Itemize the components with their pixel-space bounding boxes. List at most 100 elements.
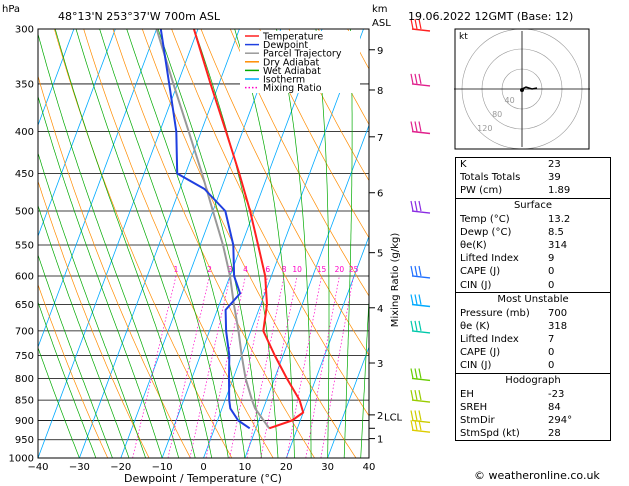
wind-barb-flag — [418, 200, 422, 212]
km-tick-label: 7 — [377, 133, 383, 144]
index-value: 1.89 — [548, 185, 571, 197]
index-label: Totals Totals — [460, 172, 521, 184]
km-tick-label: 3 — [377, 359, 383, 370]
surface-label: CAPE (J) — [460, 266, 501, 278]
unstable-row: Lifted Index 7 — [456, 333, 610, 346]
pressure-tick-label: 500 — [15, 207, 34, 218]
wind-barb-flag — [418, 420, 422, 431]
temperature-tick-label: 40 — [363, 462, 376, 473]
mixing-ratio-line — [189, 275, 231, 458]
wet-adiabat-line — [38, 32, 180, 458]
mixing-ratio-label: 1 — [174, 265, 179, 274]
km-label: km — [372, 4, 388, 15]
surface-row: Temp (°C) 13.2 — [456, 213, 610, 226]
dry-adiabat-line — [171, 29, 369, 417]
surface-label: Lifted Index — [460, 253, 519, 265]
temperature-tick-label: −20 — [110, 462, 131, 473]
hodograph-frame — [454, 28, 590, 150]
y-unit-label: hPa — [2, 4, 20, 15]
unstable-row: Pressure (mb) 700 — [456, 307, 610, 320]
km-tick-label: 9 — [377, 46, 383, 57]
background-lines — [38, 29, 369, 458]
indices-panel: K 23 Totals Totals 39 PW (cm) 1.89 Surface Te… — [455, 157, 611, 442]
isotherm-line — [38, 29, 116, 238]
unstable-row: θe (K) 318 — [456, 320, 610, 333]
wind-barb-flag — [418, 73, 422, 85]
unstable-value: 318 — [548, 320, 568, 332]
wind-barb-shaft — [411, 28, 431, 32]
wind-barb-shaft — [411, 330, 431, 334]
pressure-tick-label: 650 — [15, 300, 34, 311]
dry-adiabat-line — [38, 283, 109, 458]
wind-barb-flag — [414, 368, 418, 379]
unstable-label: Lifted Index — [460, 334, 519, 346]
km-tick-label: 4 — [377, 304, 383, 315]
wind-barb-flag — [418, 121, 422, 132]
indices-surface: Surface Temp (°C) 13.2 Dewp (°C) 8.5 θe(K) 31… — [455, 198, 611, 293]
unstable-value: 0 — [548, 360, 555, 372]
wind-barb-flag — [414, 410, 418, 421]
index-row: Totals Totals 39 — [456, 171, 610, 184]
wind-barb-flag — [418, 410, 422, 421]
plot-frame — [37, 28, 370, 459]
wind-barb-flag — [414, 420, 418, 431]
wind-barb-flag — [410, 294, 414, 305]
isotherm-line — [38, 29, 75, 127]
x-axis-label: Dewpoint / Temperature (°C) — [124, 472, 282, 485]
index-value: 23 — [548, 159, 561, 170]
mixing-ratio-line — [305, 275, 340, 458]
wet-adiabat-line — [75, 29, 213, 458]
surface-title: Surface — [513, 199, 553, 211]
index-value: 39 — [548, 172, 561, 184]
wet-adiabat-line — [38, 204, 130, 458]
km-tick-label: 2 — [377, 411, 383, 422]
unstable-label: θe (K) — [460, 320, 490, 332]
mixing-ratio-line — [246, 275, 285, 458]
surface-label: Dewp (°C) — [460, 226, 512, 238]
axes: 3003504004505005506006507007508008509009… — [9, 25, 403, 474]
unstable-label: Pressure (mb) — [460, 307, 530, 319]
hodograph-title: Hodograph — [505, 374, 561, 386]
dry-adiabat-line — [229, 29, 369, 297]
index-row: K 23 — [456, 158, 610, 171]
hodograph-unit: kt — [459, 32, 468, 42]
hodograph-label: SREH — [460, 401, 488, 413]
mixing-ratio-label: 3 — [228, 265, 233, 274]
surface-value: 0 — [548, 279, 555, 291]
wind-barb-flag — [410, 389, 414, 401]
hodograph-value: 294° — [548, 415, 573, 426]
surface-label: CIN (J) — [460, 279, 492, 291]
hodograph-label: StmSpd (kt) — [460, 428, 520, 440]
legend-label: Wet Adiabat — [263, 66, 321, 77]
location-title: 48°13'N 253°37'W 700m ASL — [58, 10, 221, 23]
hodograph-row: StmDir 294° — [456, 414, 610, 427]
hodograph-trace — [521, 86, 538, 90]
mixing-ratio-label: 4 — [243, 265, 248, 274]
unstable-value: 700 — [548, 307, 568, 319]
hodograph-row: EH -23 — [456, 388, 610, 401]
pressure-tick-label: 450 — [15, 169, 34, 180]
isotherm-line — [79, 29, 240, 458]
unstable-row: CIN (J) 0 — [456, 359, 610, 372]
surface-label: θe(K) — [460, 239, 487, 251]
wind-barb-shaft — [411, 303, 431, 308]
pressure-tick-label: 400 — [15, 127, 34, 138]
mixing-ratio-line — [286, 275, 322, 458]
wind-barb-flag — [410, 121, 414, 132]
unstable-value: 0 — [548, 347, 555, 359]
wind-barb-flag — [414, 121, 418, 132]
wind-barb-flag — [410, 368, 414, 379]
indices-most-unstable: Most Unstable Pressure (mb) 700 θe (K) 318 L… — [455, 292, 611, 374]
dry-adiabat-line — [54, 29, 233, 458]
dry-adiabat-line — [112, 29, 315, 458]
surface-value: 0 — [548, 266, 555, 278]
mixing-ratio-line — [320, 275, 354, 458]
asl-label: ASL — [372, 18, 391, 29]
isotherm-line — [38, 29, 199, 458]
wind-barb-flag — [410, 18, 414, 30]
wet-adiabat-line — [54, 29, 196, 458]
hodograph-label: EH — [460, 388, 474, 400]
isotherm-line — [327, 345, 369, 458]
hodograph-ring-label: 80 — [492, 110, 502, 119]
dry-adiabat-line — [288, 29, 369, 182]
